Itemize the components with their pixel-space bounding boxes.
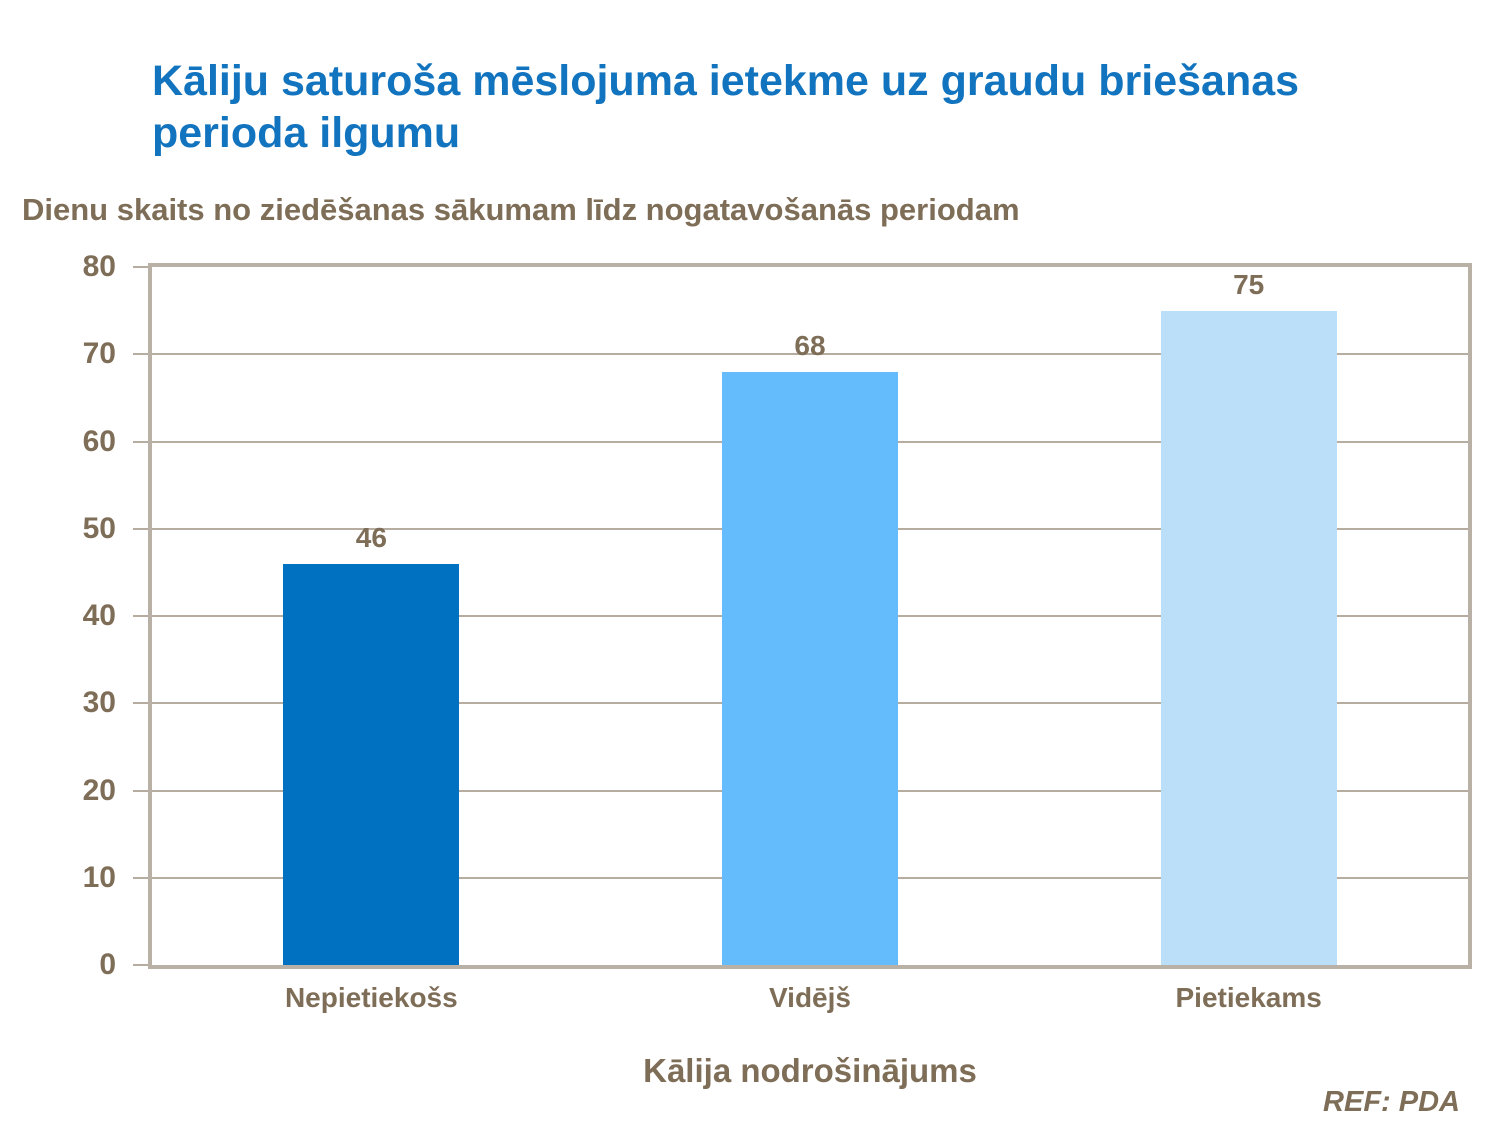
- x-tick-label: Vidējš: [769, 982, 851, 1013]
- y-tick-mark: [133, 527, 148, 530]
- y-tick-mark: [133, 789, 148, 792]
- bar-value-label: 75: [1233, 268, 1265, 300]
- y-tick-mark: [133, 266, 148, 268]
- bar-value-label: 68: [794, 329, 826, 361]
- reference-note: REF: PDA: [1323, 1086, 1460, 1118]
- y-tick-mark: [133, 964, 148, 966]
- y-tick-label: 40: [82, 599, 116, 632]
- y-tick-label: 0: [99, 948, 116, 981]
- bar-pietiekams: [1160, 310, 1337, 965]
- y-tick-mark: [133, 615, 148, 617]
- bar-vidējš: [722, 371, 898, 965]
- y-tick-label: 70: [82, 337, 116, 371]
- y-tick-mark: [133, 440, 148, 443]
- x-axis-title: Kālija nodrošinājums: [643, 1052, 977, 1089]
- bar-nepietiekošs: [283, 563, 460, 965]
- y-tick-mark: [133, 702, 148, 705]
- y-tick-label: 50: [82, 511, 116, 545]
- y-tick-label: 20: [82, 773, 116, 807]
- plot-area: 46 68 75: [148, 263, 1472, 969]
- y-axis-caption: Dienu skaits no ziedēšanas sākumam līdz …: [22, 192, 1020, 227]
- chart-title: Kāliju saturoša mēslojuma ietekme uz gra…: [152, 57, 1300, 158]
- x-tick-label: Pietiekams: [1175, 982, 1322, 1013]
- x-tick-label: Nepietiekošs: [284, 982, 458, 1013]
- y-tick-label: 30: [82, 686, 116, 720]
- y-tick-label: 60: [82, 424, 116, 458]
- gridline: [152, 353, 1468, 356]
- y-tick-label: 80: [82, 250, 116, 283]
- x-axis: Nepietiekošs Vidējš Pietiekams: [152, 982, 1468, 1022]
- y-tick-mark: [133, 876, 148, 879]
- y-tick-label: 10: [82, 860, 116, 894]
- y-axis: 0 10 20 30 40 50 60 70 80: [0, 250, 148, 981]
- y-tick-mark: [133, 353, 148, 356]
- bar-value-label: 46: [355, 521, 387, 553]
